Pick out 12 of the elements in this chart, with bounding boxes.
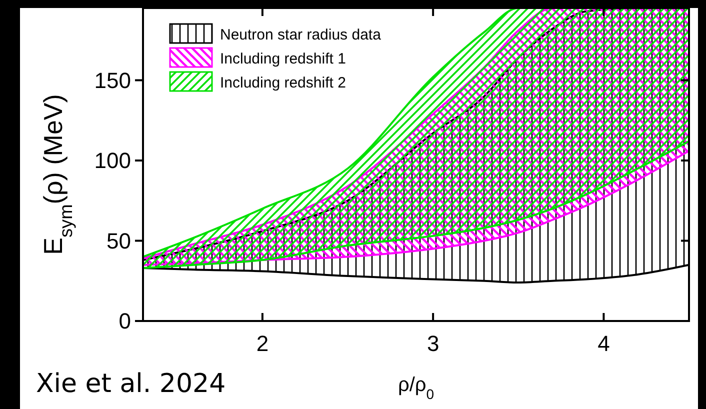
- x-tick-label: 4: [598, 331, 610, 356]
- legend-label: Including redshift 2: [220, 74, 346, 92]
- x-tick-label: 2: [256, 331, 269, 356]
- y-tick-label: 100: [94, 148, 131, 174]
- y-tick-label: 150: [94, 68, 131, 93]
- legend-label: Including redshift 1: [220, 50, 346, 68]
- y-tick-label: 50: [106, 228, 131, 254]
- x-tick-label: 3: [426, 331, 440, 356]
- text: Xie et al. 2024: [36, 369, 226, 399]
- x-axis-title: ρ/ρ$_{0}$: [398, 374, 434, 402]
- legend-label: Neutron star radius data: [220, 26, 382, 44]
- y-tick-label: 0: [118, 308, 131, 334]
